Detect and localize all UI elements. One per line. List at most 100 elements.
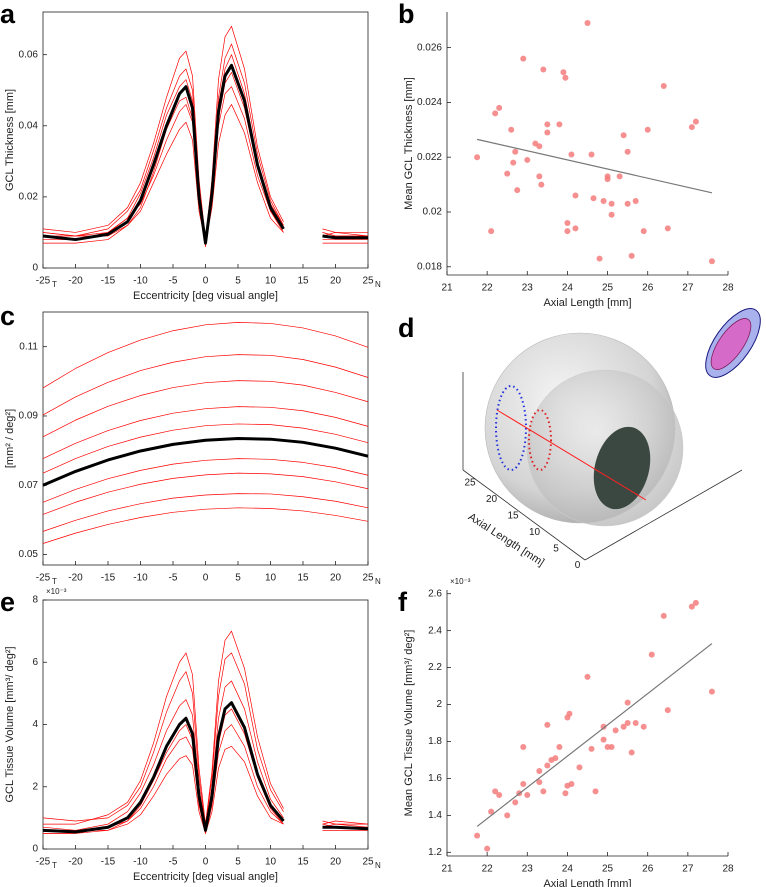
point [538,181,545,188]
y-tick-label: 1.2 [428,847,442,858]
x-tick-label: -5 [169,857,178,868]
y-tick-label: 6 [32,657,38,668]
x-tick-label: -20 [68,573,83,584]
point [592,788,599,795]
x-tick-label: 10 [265,276,277,287]
subject-line [42,354,369,416]
point [488,808,495,815]
point [600,736,607,743]
y-tick-label: 0.05 [19,549,39,560]
panel-label: d [398,313,415,343]
subject-line [42,104,368,244]
x-tick-label: 21 [441,864,453,875]
mean-line [42,701,369,834]
x-tick-label: 0 [203,276,209,287]
subject-line [42,322,369,389]
point [508,126,515,133]
point [688,603,695,610]
x-tick-label: 20 [330,276,342,287]
point [628,749,635,756]
x-tick-label: -10 [133,573,148,584]
point [474,154,481,161]
x-tick-label: 25 [602,283,614,294]
point [624,148,631,155]
x-tick-label: 28 [722,283,734,294]
x-tick-label: 25 [362,857,374,868]
point [562,790,569,797]
point [644,126,651,133]
y-tick-label: 2 [436,699,442,710]
y-tick-label: 0.07 [19,480,39,491]
point [492,110,499,117]
point [556,121,563,128]
point [628,252,635,259]
x-tick-label: 5 [235,276,241,287]
x-side-label: N [375,861,381,870]
y-tick-label: 2 [32,781,38,792]
subject-line [42,745,368,834]
x-side-label: T [52,861,57,870]
plot-frame [42,311,369,566]
x-axis-label: Eccentricity [deg visual angle] [133,871,278,883]
point [660,82,667,89]
subject-line [42,493,369,532]
point [540,788,547,795]
point [608,744,615,751]
x-tick-label: 15 [297,276,309,287]
point [604,176,611,183]
y-tick-label: 0 [32,844,38,855]
point [664,707,671,714]
y-multiplier: ×10⁻³ [450,577,471,586]
subject-line [42,507,369,544]
point [540,66,547,73]
x-axis-label: Axial Length [mm] [543,297,631,309]
point [564,219,571,226]
eye-diagram: Axial Length [mm] d 25 20 15 10 5 0 [398,308,761,571]
x-tick-label: 21 [441,283,453,294]
y-tick-label: 0 [32,263,38,274]
point [596,255,603,262]
y-axis-label: Mean GCL Thickness [mm] [403,77,415,210]
point [504,812,511,819]
point [544,721,551,728]
point [488,228,495,235]
y-tick-label: 4 [32,719,38,730]
point [608,200,615,207]
x-tick-label: 20 [330,573,342,584]
subject-line [42,458,369,503]
point [624,200,631,207]
subject-line [43,43,369,240]
y-axis-label: GCL Thickness [mm] [4,89,16,191]
x-tick-label: 28 [722,864,734,875]
point [648,651,655,658]
point [640,723,647,730]
x-side-label: N [375,280,381,289]
x-tick-label: 10 [265,857,277,868]
panel-label: e [0,587,15,617]
x-tick-label: 5 [235,857,241,868]
y-tick-label: 0.09 [19,411,39,422]
subject-line [43,72,368,244]
x-tick-label: 23 [522,864,534,875]
point [572,225,579,232]
fit-line [476,643,713,827]
y-tick-label: 0.06 [19,49,39,60]
point [514,187,521,194]
mean-line [42,63,368,245]
point [584,673,591,680]
point [632,720,639,726]
point [524,156,531,163]
diagram-tick-label: 25 [464,478,476,489]
point [692,599,699,606]
x-side-label: T [52,577,57,586]
diagram-tick-label: 20 [486,494,498,505]
x-tick-label: -15 [101,276,116,287]
x-tick-label: -10 [133,857,148,868]
y-tick-label: 0.018 [417,261,442,272]
point [588,745,595,752]
point [708,688,715,695]
point [664,225,671,232]
point [568,780,575,787]
point [552,755,559,762]
